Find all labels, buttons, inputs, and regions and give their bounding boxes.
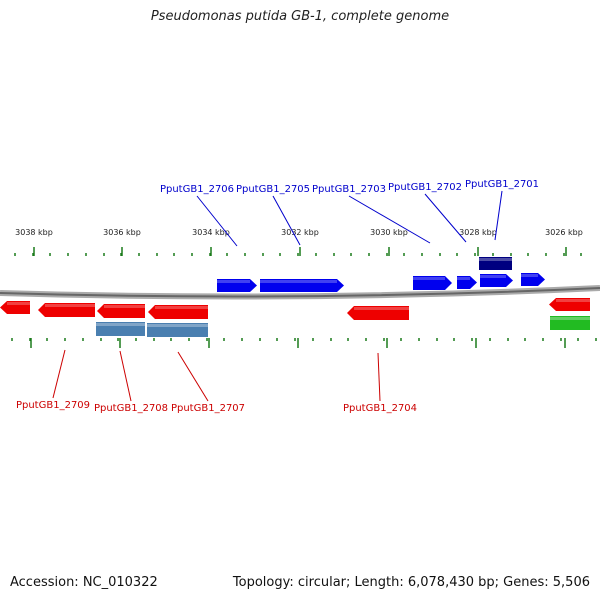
scale-label: 3032 kbp bbox=[281, 228, 319, 237]
gene-reverse-right bbox=[549, 298, 590, 311]
scale-label: 3036 kbp bbox=[103, 228, 141, 237]
leader-line bbox=[119, 350, 132, 402]
gene-label-forward: PputGB1_2703 bbox=[312, 184, 386, 195]
leader-line bbox=[377, 352, 381, 402]
leader-line bbox=[177, 351, 209, 402]
gene-pputgb1-2708 bbox=[97, 304, 145, 318]
gene-steel-block-2-highlight bbox=[147, 324, 208, 327]
gene-pputgb1-2705-highlight bbox=[260, 280, 337, 283]
gene-forward-extra-highlight bbox=[521, 274, 538, 277]
gene-pputgb1-2707-highlight bbox=[155, 306, 208, 309]
gene-label-forward: PputGB1_2701 bbox=[465, 179, 539, 190]
gene-reverse-right-highlight bbox=[556, 299, 590, 302]
leader-line bbox=[272, 195, 301, 246]
gene-green-block bbox=[550, 316, 590, 330]
gene-navy-block-highlight bbox=[479, 258, 512, 261]
gene-pputgb1-2706 bbox=[217, 279, 257, 292]
gene-label-forward: PputGB1_2702 bbox=[388, 182, 462, 193]
scale-label: 3028 kbp bbox=[459, 228, 497, 237]
gene-pputgb1-2704 bbox=[347, 306, 409, 320]
gene-navy-block bbox=[479, 257, 512, 270]
gene-pputgb1-2709-highlight bbox=[45, 304, 95, 307]
scale-label: 3038 kbp bbox=[15, 228, 53, 237]
gene-pputgb1-2704-highlight bbox=[354, 307, 409, 310]
leader-line bbox=[196, 195, 238, 247]
gene-steel-block-2 bbox=[147, 323, 208, 337]
accession-text: Accession: NC_010322 bbox=[10, 575, 158, 590]
gene-reverse-edge-highlight bbox=[7, 302, 30, 305]
gene-pputgb1-2703-highlight bbox=[413, 277, 445, 280]
scale-label: 3026 kbp bbox=[545, 228, 583, 237]
gene-pputgb1-2705 bbox=[260, 279, 344, 292]
gene-label-forward: PputGB1_2705 bbox=[236, 184, 310, 195]
gene-pputgb1-2709 bbox=[38, 303, 95, 317]
gene-pputgb1-2701 bbox=[480, 274, 513, 287]
gene-label-reverse: PputGB1_2704 bbox=[343, 403, 417, 414]
gene-label-forward: PputGB1_2706 bbox=[160, 184, 234, 195]
leader-line bbox=[348, 195, 431, 244]
gene-green-block-highlight bbox=[550, 317, 590, 320]
leader-line bbox=[52, 349, 66, 399]
gene-pputgb1-2708-highlight bbox=[104, 305, 145, 308]
scale-label: 3034 kbp bbox=[192, 228, 230, 237]
leader-line bbox=[494, 190, 503, 241]
gene-pputgb1-2706-highlight bbox=[217, 280, 250, 283]
gene-steel-block-1 bbox=[96, 322, 145, 336]
gene-reverse-edge bbox=[0, 301, 30, 314]
gene-pputgb1-2701-highlight bbox=[480, 275, 506, 278]
gene-pputgb1-2702 bbox=[457, 276, 477, 289]
gene-label-reverse: PputGB1_2708 bbox=[94, 403, 168, 414]
leader-line bbox=[424, 193, 467, 243]
gene-label-reverse: PputGB1_2707 bbox=[171, 403, 245, 414]
gene-pputgb1-2707 bbox=[148, 305, 208, 319]
gene-steel-block-1-highlight bbox=[96, 323, 145, 326]
gene-pputgb1-2702-highlight bbox=[457, 277, 470, 280]
gene-forward-extra bbox=[521, 273, 545, 286]
genome-summary-text: Topology: circular; Length: 6,078,430 bp… bbox=[232, 575, 590, 590]
map-title: Pseudomonas putida GB-1, complete genome bbox=[150, 9, 450, 24]
gene-label-reverse: PputGB1_2709 bbox=[16, 400, 90, 411]
gene-pputgb1-2703 bbox=[413, 276, 452, 290]
scale-label: 3030 kbp bbox=[370, 228, 408, 237]
genome-backbone-core bbox=[0, 287, 600, 298]
